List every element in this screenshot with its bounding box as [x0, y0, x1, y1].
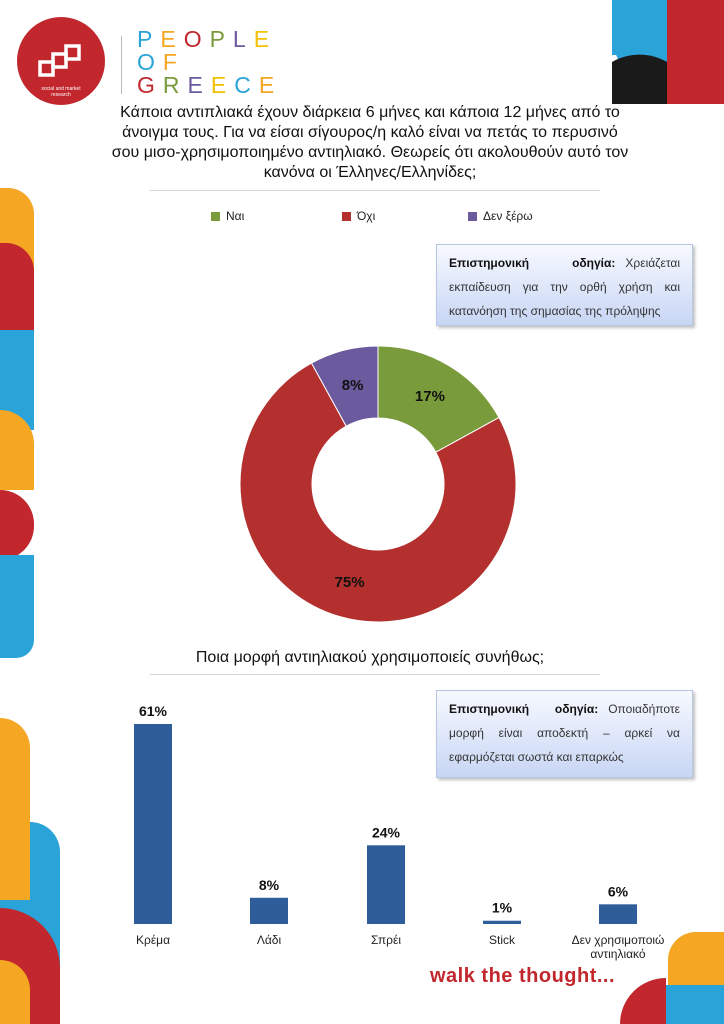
bar-chart: 61% Κρέμα 8% Λάδι 24% Σπρέι 1% Stick 6% Δεν χρησι…: [134, 703, 665, 961]
brand-line-3: GREECE: [137, 74, 282, 97]
bar-category-label: Σπρέι: [371, 933, 401, 947]
donut-chart: 17% 75% 8%: [239, 345, 517, 623]
brand-letter: E: [210, 72, 235, 98]
brand-letter: E: [160, 26, 184, 52]
bar-data-label: 6%: [608, 883, 629, 899]
logo-caption: social and market research: [41, 86, 81, 98]
donut-slice-0: [377, 345, 500, 453]
divider: [150, 674, 600, 675]
bar: [599, 904, 637, 924]
donut-slice-2: [310, 345, 379, 427]
bar-data-label: 8%: [259, 877, 280, 893]
note-heading: Επιστημονική οδηγία:: [449, 256, 616, 270]
brand-line-1: PEOPLE: [137, 28, 277, 51]
brand-divider: [121, 36, 122, 94]
donut-data-label: 8%: [342, 377, 364, 394]
bar: [250, 897, 288, 924]
brand-letter: E: [258, 72, 283, 98]
tagline: walk the thought...: [430, 965, 616, 987]
question-1-title: Κάποια αντιπλιακά έχουν διάρκεια 6 μήνες…: [111, 104, 629, 181]
brand-letter: P: [137, 26, 161, 52]
bar-category-label: Λάδι: [257, 933, 282, 947]
brand-line-2: OF: [137, 51, 185, 74]
bar: [134, 724, 172, 924]
bar-category-label: Stick: [489, 933, 516, 947]
brand-letter: O: [137, 49, 163, 75]
brand-letter: C: [234, 72, 259, 98]
donut-slice-1: [239, 362, 517, 623]
brand-letter: P: [209, 26, 233, 52]
bar-data-label: 24%: [372, 824, 401, 840]
legend-swatch: [211, 211, 220, 221]
brand-letter: O: [183, 26, 210, 52]
bar-data-label: 1%: [492, 900, 513, 916]
legend-label: Ναι: [226, 209, 245, 223]
note-text: Οποιαδήποτε μορφή είναι αποδεκτή – αρκεί…: [449, 702, 680, 764]
note-text: Χρειάζεται εκπαίδευση για την ορθή χρήση…: [449, 256, 680, 318]
scientific-note-1: Επιστημονική οδηγία: Χρειάζεται εκπαίδευσ…: [436, 244, 693, 326]
legend-swatch: [468, 211, 477, 221]
legend-item-yes: Ναι: [211, 209, 244, 223]
brand-letter: L: [232, 26, 254, 52]
brand-letter: E: [253, 26, 278, 52]
brand-letter: G: [137, 72, 163, 98]
bar-category-label: Κρέμα: [136, 933, 170, 947]
donut-data-label: 17%: [415, 388, 445, 405]
question-2-title: Ποια μορφή αντιηλιακού χρησιμοποιείς συν…: [195, 649, 545, 666]
divider: [150, 190, 600, 191]
legend-swatch: [342, 211, 351, 221]
company-logo: social and market research: [16, 16, 106, 106]
bar-data-label: 61%: [139, 703, 168, 719]
legend-item-no: Όχι: [342, 209, 375, 223]
legend-label: Δεν ξέρω: [483, 209, 533, 223]
bar: [483, 920, 521, 924]
brand-letter: F: [162, 49, 185, 75]
brand-letter: E: [187, 72, 211, 98]
note-heading: Επιστημονική οδηγία:: [449, 702, 599, 716]
bar: [367, 845, 405, 924]
scientific-note-2: Επιστημονική οδηγία: Οποιαδήποτε μορφή εί…: [436, 690, 693, 778]
brand-letter: R: [162, 72, 188, 98]
donut-data-label: 75%: [335, 574, 365, 591]
legend-item-dont-know: Δεν ξέρω: [468, 209, 533, 223]
bar-category-label: Δεν χρησιμοποιώ αντιηλιακό: [572, 933, 665, 961]
legend-label: Όχι: [357, 209, 376, 223]
